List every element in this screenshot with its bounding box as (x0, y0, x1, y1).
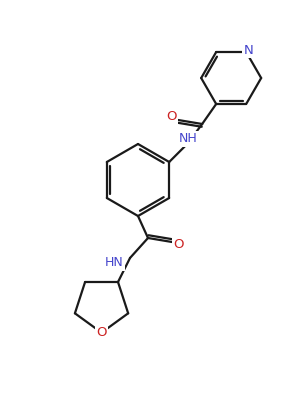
Text: NH: NH (179, 133, 198, 146)
Text: N: N (243, 43, 253, 57)
Text: O: O (174, 238, 184, 250)
Text: O: O (166, 111, 177, 123)
Text: HN: HN (105, 256, 124, 269)
Text: O: O (96, 326, 107, 339)
